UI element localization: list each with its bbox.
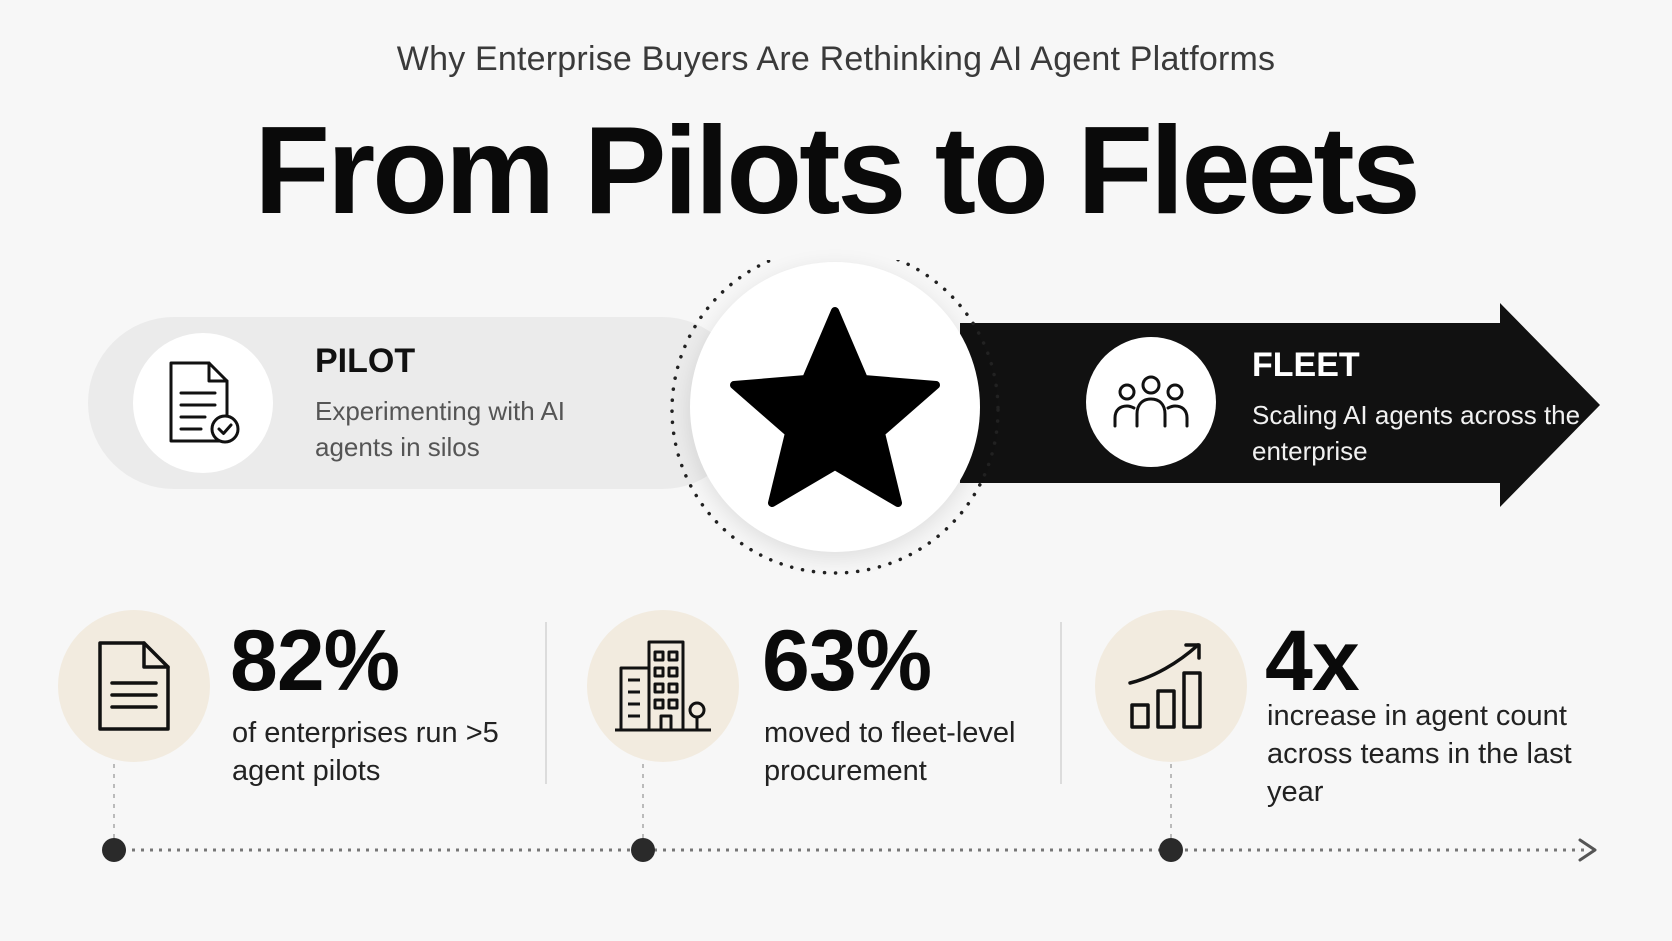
document-icon xyxy=(98,641,170,731)
pilot-description: Experimenting with AI agents in silos xyxy=(315,396,566,462)
pilot-title: PILOT xyxy=(315,342,416,380)
timeline-node xyxy=(1159,838,1183,862)
stat-icon-circle xyxy=(1095,610,1247,762)
page-title: From Pilots to Fleets xyxy=(254,102,1420,240)
star-disc xyxy=(690,262,980,552)
divider xyxy=(545,622,547,784)
dotted-ring xyxy=(670,260,1000,575)
divider xyxy=(1060,622,1062,784)
timeline-node xyxy=(631,838,655,862)
stat-value: 82% xyxy=(230,613,400,709)
stat-value: 63% xyxy=(762,613,932,709)
document-check-icon xyxy=(169,361,240,444)
fleet-icon-circle xyxy=(1086,337,1216,467)
stat-description: of enterprises run >5 agent pilots xyxy=(232,717,499,787)
building-icon xyxy=(615,640,711,732)
timeline-arrowhead xyxy=(1578,838,1597,862)
stat-description: increase in agent count across teams in … xyxy=(1267,700,1572,808)
growth-chart-icon xyxy=(1128,643,1202,729)
fleet-title: FLEET xyxy=(1252,346,1360,384)
star-icon xyxy=(730,307,940,507)
stat-value: 4x xyxy=(1265,613,1360,709)
fleet-description: Scaling AI agents across the enterprise xyxy=(1252,400,1581,466)
subtitle: Why Enterprise Buyers Are Rethinking AI … xyxy=(396,40,1276,78)
stat-icon-circle xyxy=(587,610,739,762)
pilot-icon-circle xyxy=(133,333,273,473)
people-group-icon xyxy=(1113,375,1189,428)
stat-icon-circle xyxy=(58,610,210,762)
timeline-node xyxy=(102,838,126,862)
stat-description: moved to fleet-level procurement xyxy=(764,717,1016,787)
